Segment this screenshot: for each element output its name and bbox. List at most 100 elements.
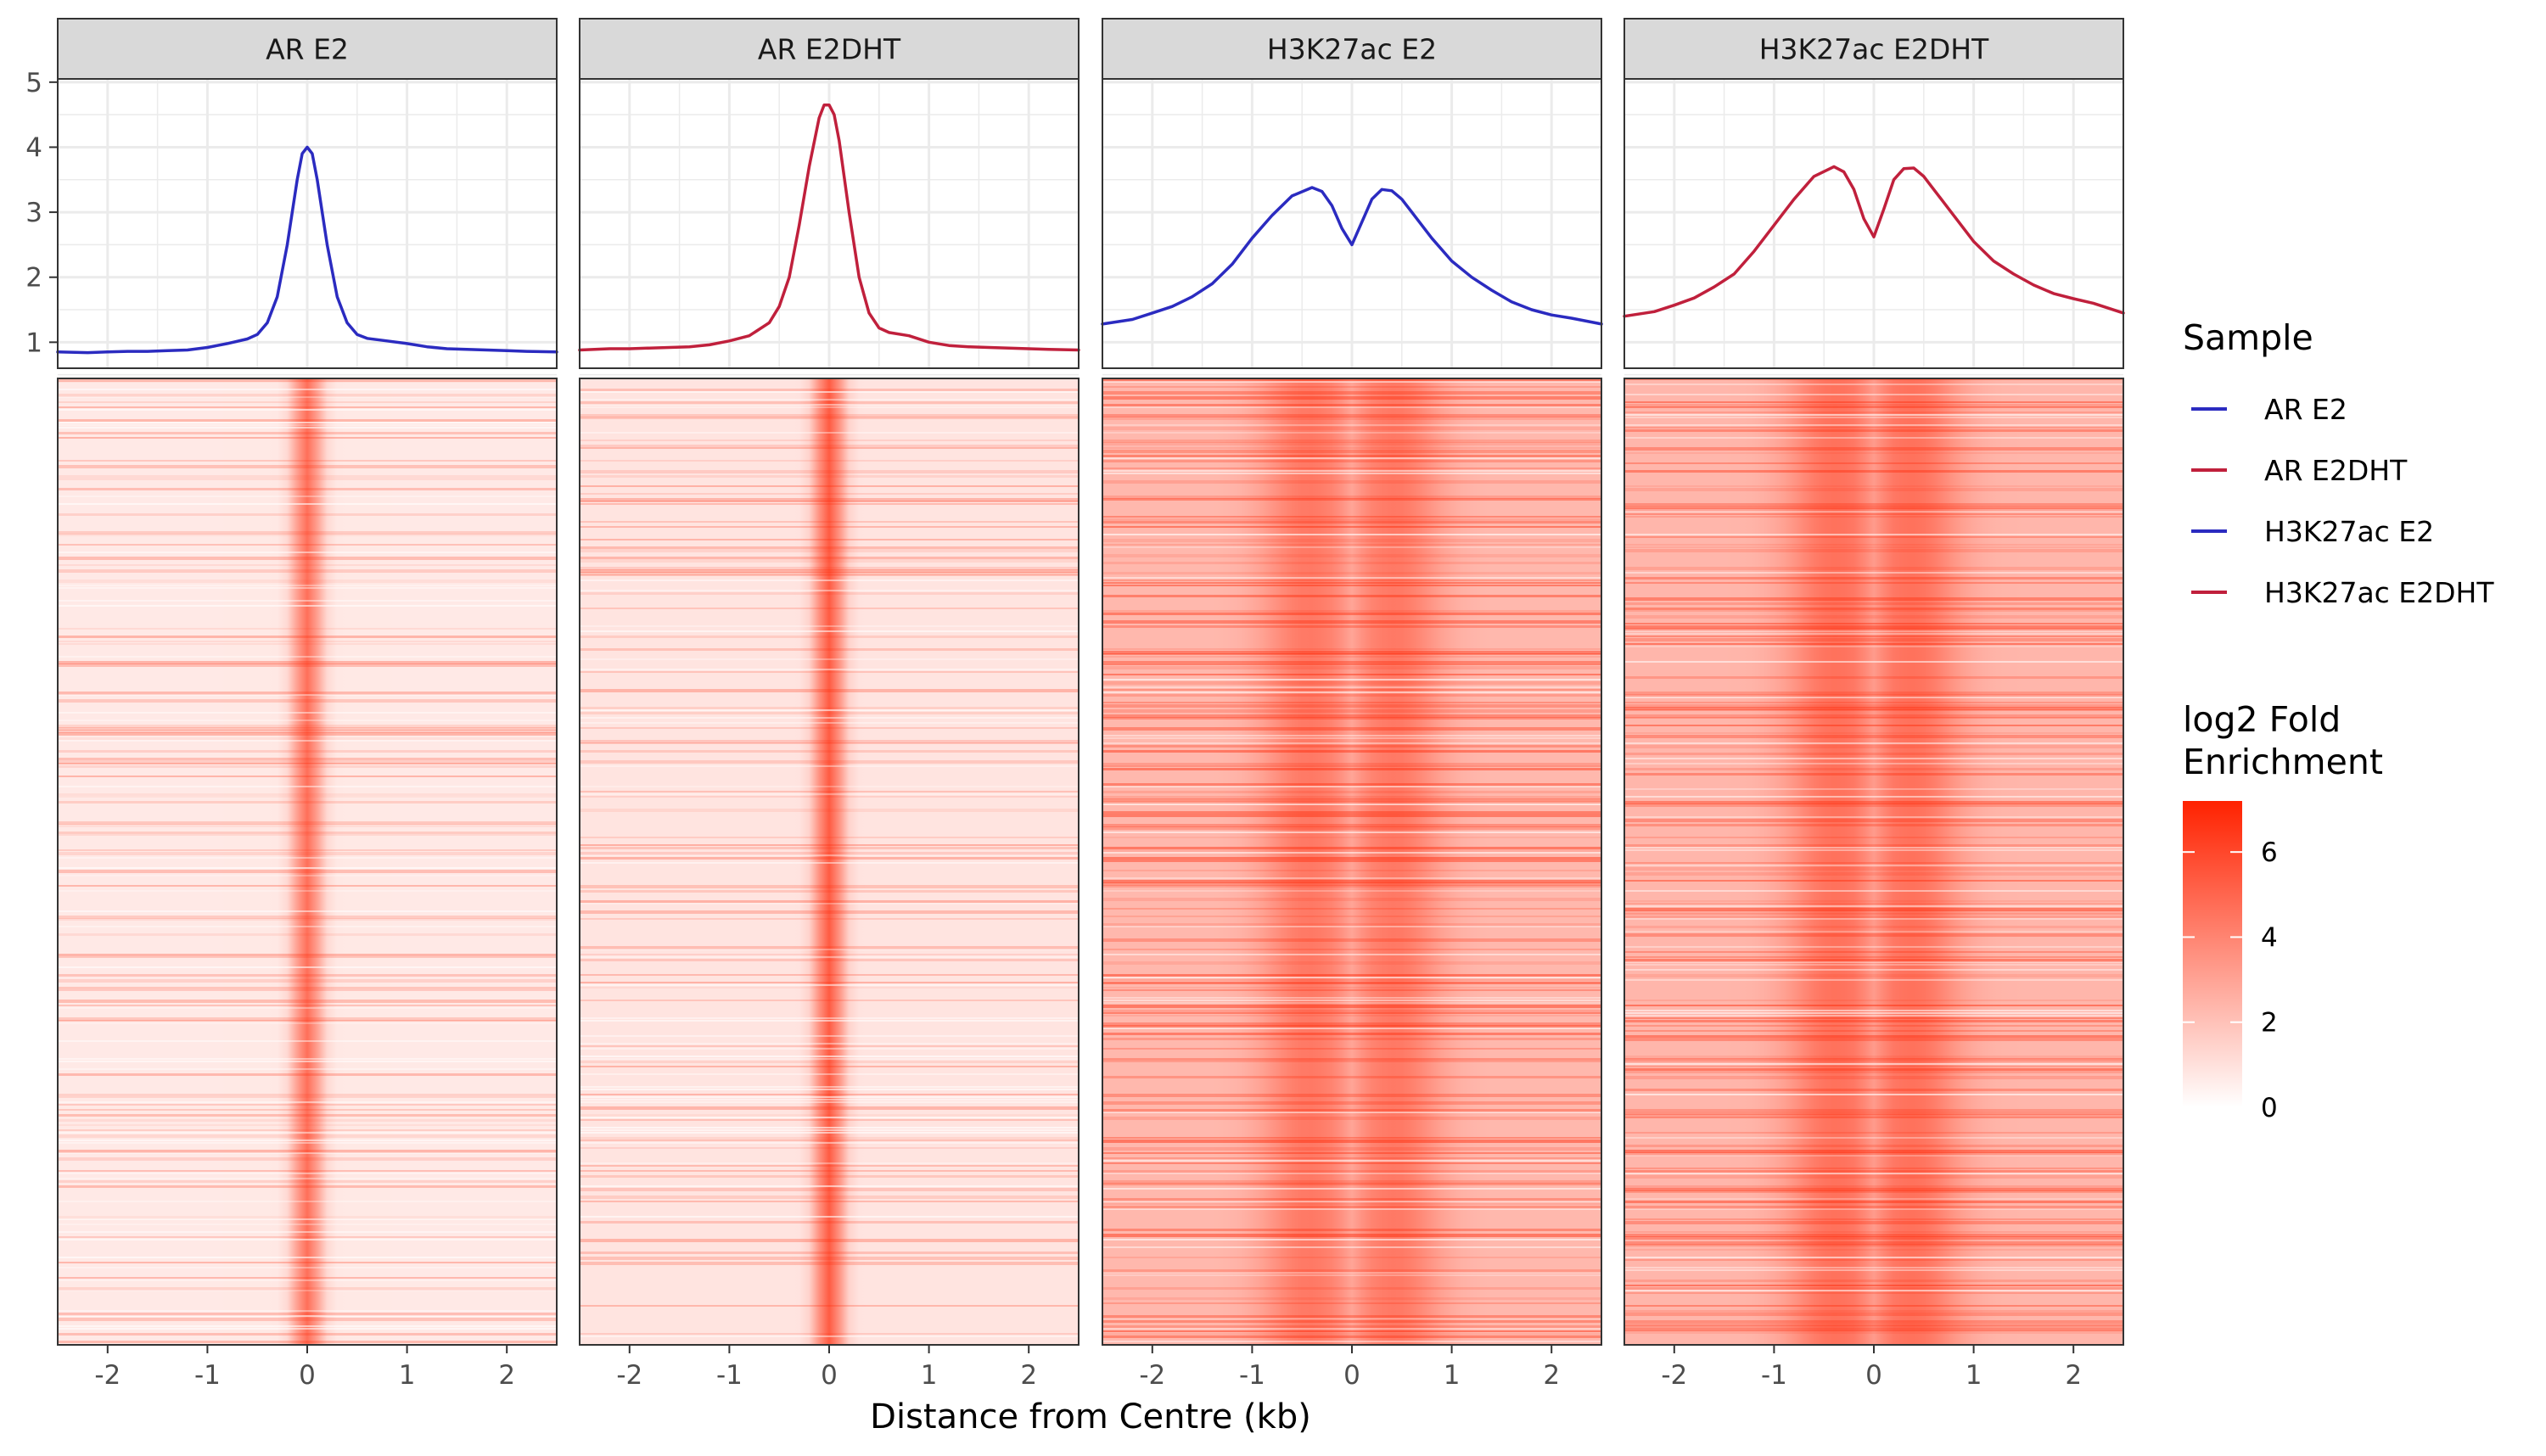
heatmap-row <box>1102 1170 1601 1173</box>
heatmap-row <box>580 1333 1079 1335</box>
heatmap-row <box>1624 796 2123 798</box>
x-tick-label: 2 <box>498 1360 515 1391</box>
heatmap-row <box>1102 1162 1601 1164</box>
heatmap-row <box>1624 1201 2123 1203</box>
heatmap-row <box>580 1137 1079 1140</box>
heatmap-row <box>580 1239 1079 1242</box>
heatmap-row <box>1624 979 2123 981</box>
heatmap-row <box>580 399 1079 400</box>
heatmap-row <box>1624 867 2123 871</box>
heatmap-row <box>1102 648 1601 650</box>
heatmap-row <box>580 727 1079 729</box>
heatmap-row <box>1102 427 1601 430</box>
heatmap-row <box>1102 1320 1601 1323</box>
heatmap-row <box>1624 412 2123 413</box>
heatmap-row <box>1102 1005 1601 1008</box>
heatmap-row <box>580 572 1079 575</box>
heatmap-row <box>1102 1002 1601 1004</box>
heatmap-row <box>1102 386 1601 388</box>
heatmap-row <box>1624 1287 2123 1290</box>
heatmap-row <box>1102 796 1601 799</box>
heatmap-row <box>58 730 557 733</box>
heatmap-row <box>1624 717 2123 719</box>
x-tick-label: -2 <box>1661 1360 1687 1391</box>
heatmap-row <box>1102 877 1601 879</box>
heatmap-row <box>580 557 1079 559</box>
heatmap-row <box>58 1318 557 1321</box>
heatmap-row <box>1102 534 1601 535</box>
heatmap-row <box>580 1096 1079 1098</box>
heatmap-row <box>580 689 1079 692</box>
legend-layer: Sample AR E2 AR E2DHT H3K27ac E2 H3K27ac E2D… <box>2183 317 2494 1123</box>
heatmap-row <box>58 750 557 753</box>
heatmap-panel-1 <box>57 378 558 1346</box>
heatmap-row <box>1624 1012 2123 1014</box>
heatmap-row <box>1102 1188 1601 1190</box>
heatmap-row <box>58 1257 557 1258</box>
heatmap-panel-4 <box>1623 378 2124 1346</box>
heatmap-row <box>1624 1221 2123 1224</box>
heatmap-row <box>1624 773 2123 776</box>
heatmap-row <box>580 946 1079 949</box>
heatmap-row <box>1624 615 2123 619</box>
heatmap-row <box>580 984 1079 986</box>
profile-line <box>56 145 558 355</box>
heatmap-row <box>1102 847 1601 849</box>
heatmap-row <box>1102 979 1601 981</box>
heatmap-row <box>580 1216 1079 1218</box>
heatmap-row <box>580 539 1079 540</box>
heatmap-row <box>1624 1114 2123 1117</box>
heatmap-row <box>580 1000 1079 1001</box>
heatmap-row <box>58 966 557 968</box>
heatmap-row <box>58 1040 557 1042</box>
heatmap-row <box>58 1325 557 1327</box>
heatmap-row <box>580 1061 1079 1063</box>
heatmap-row <box>1102 1022 1601 1026</box>
heatmap-row <box>1624 890 2123 892</box>
heatmap-row <box>1624 910 2123 913</box>
heatmap-row <box>580 956 1079 958</box>
heatmap-row <box>1102 470 1601 472</box>
heatmap-row <box>580 712 1079 714</box>
heatmap-row <box>58 1140 557 1141</box>
heatmap-row <box>1624 1005 2123 1006</box>
x-tick-label: 0 <box>1343 1360 1360 1391</box>
heatmap-row <box>1624 1035 2123 1038</box>
heatmap-row <box>580 796 1079 798</box>
heatmap-row <box>1624 549 2123 552</box>
heatmap-row <box>58 786 557 787</box>
heatmap-row <box>1102 406 1601 408</box>
heatmap-row <box>1102 457 1601 459</box>
y-axis: 1 2 3 4 5 <box>25 68 58 358</box>
heatmap-row <box>1624 384 2123 385</box>
heatmap-row <box>58 1142 557 1144</box>
heatmap-row <box>580 546 1079 549</box>
heatmap-row <box>58 552 557 553</box>
heatmap-row <box>58 725 557 728</box>
heatmap-row <box>580 1140 1079 1141</box>
heatmap-row <box>58 401 557 403</box>
heatmap-row <box>1624 1330 2123 1334</box>
heatmap-row <box>580 445 1079 447</box>
heatmap-row <box>58 534 557 536</box>
profile-border <box>57 78 558 369</box>
heatmap-row <box>58 587 557 589</box>
heatmap-row <box>1624 969 2123 971</box>
heatmap-row <box>1102 595 1601 597</box>
heatmap-row <box>1102 890 1601 892</box>
heatmap-row <box>58 585 557 586</box>
heatmap-row <box>1624 1152 2123 1156</box>
panel-strip <box>1102 18 1602 80</box>
y-tick-label: 4 <box>25 132 42 163</box>
heatmap-row <box>1102 938 1601 942</box>
heatmap-row <box>1102 689 1601 691</box>
heatmap-row <box>1624 1249 2123 1251</box>
heatmap-row <box>1102 1137 1601 1139</box>
heatmap-row <box>580 630 1079 632</box>
heatmap-row <box>1102 1000 1601 1001</box>
heatmap-row <box>580 1185 1079 1187</box>
legend-sample: Sample AR E2 AR E2DHT H3K27ac E2 H3K27ac E2D… <box>2183 317 2494 609</box>
heatmap-row <box>1624 1170 2123 1173</box>
heatmap-row <box>580 1066 1079 1067</box>
heatmap-row <box>580 501 1079 502</box>
